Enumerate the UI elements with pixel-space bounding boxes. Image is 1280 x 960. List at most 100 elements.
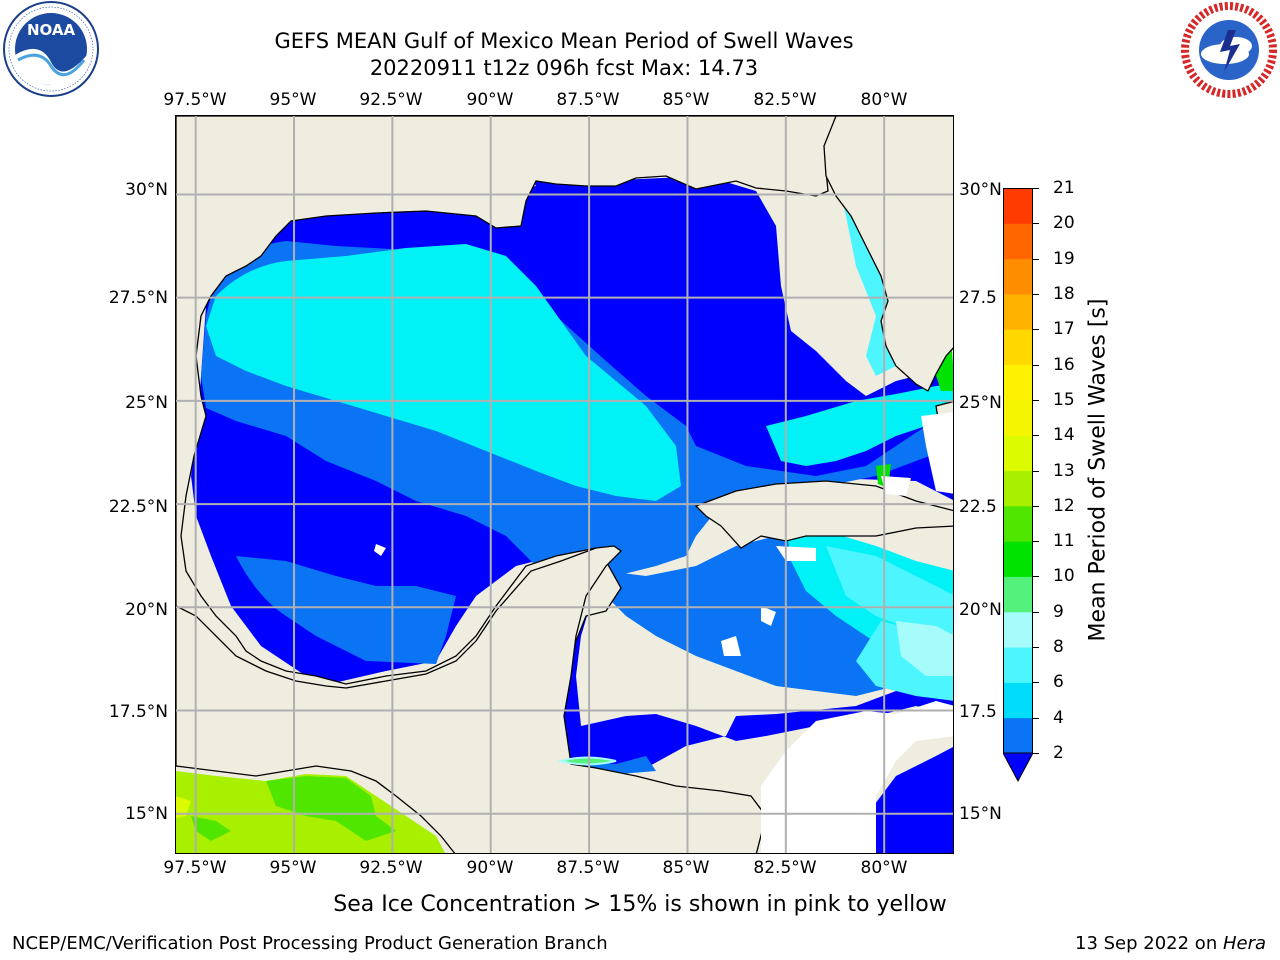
- lon-tick-bottom: 97.5°W: [163, 858, 227, 878]
- graticule: [176, 116, 953, 853]
- colorbar-tick-mark: [1033, 188, 1039, 189]
- lat-tick-right: 25°N: [959, 393, 1002, 413]
- colorbar-band: [1003, 399, 1033, 436]
- southwest-high-values: [176, 771, 445, 853]
- colorbar-tick-label: 11: [1053, 531, 1075, 552]
- lat-tick-right: 22.5: [959, 497, 997, 517]
- lat-tick-right: 15°N: [959, 804, 1002, 824]
- colorbar-tick-label: 14: [1053, 425, 1075, 446]
- colorbar-band: [1003, 576, 1033, 613]
- colorbar-tick-mark: [1033, 293, 1039, 295]
- lat-tick-left: 22.5°N: [108, 497, 168, 517]
- colorbar-under-triangle: [1003, 752, 1033, 783]
- lon-tick-top: 95°W: [269, 90, 317, 110]
- colorbar-band: [1003, 364, 1033, 401]
- lat-tick-left: 30°N: [125, 180, 168, 200]
- colorbar-tick-label: 18: [1053, 283, 1075, 304]
- colorbar: [1003, 188, 1033, 783]
- lon-tick-bottom: 95°W: [269, 858, 317, 878]
- colorbar-tick-label: 9: [1053, 601, 1064, 622]
- svg-text:NOAA: NOAA: [27, 21, 76, 39]
- colorbar-tick-label: 8: [1053, 637, 1064, 658]
- host-name: Hera: [1222, 933, 1266, 954]
- lon-tick-top: 80°W: [860, 90, 908, 110]
- colorbar-tick-mark: [1033, 717, 1039, 719]
- colorbar-band: [1003, 293, 1033, 330]
- lat-tick-left: 20°N: [125, 600, 168, 620]
- land: [176, 116, 953, 853]
- colorbar-band: [1003, 258, 1033, 295]
- lon-tick-bottom: 80°W: [860, 858, 908, 878]
- colorbar-tick-label: 15: [1053, 389, 1075, 410]
- nws-logo: [1181, 2, 1277, 98]
- lon-tick-top: 92.5°W: [359, 90, 423, 110]
- colorbar-tick-mark: [1033, 329, 1039, 331]
- colorbar-tick-mark: [1033, 223, 1039, 225]
- lon-tick-top: 90°W: [466, 90, 514, 110]
- lat-tick-left: 15°N: [125, 804, 168, 824]
- colorbar-band: [1003, 435, 1033, 471]
- colorbar-tick-label: 16: [1053, 354, 1075, 375]
- colorbar-tick-label: 6: [1053, 672, 1064, 693]
- lon-tick-top: 85°W: [662, 90, 710, 110]
- swell-period-field: [176, 116, 953, 853]
- colorbar-band: [1003, 647, 1033, 683]
- colorbar-tick-label: 19: [1053, 248, 1075, 269]
- colorbar-tick-mark: [1033, 611, 1039, 613]
- colorbar-tick-mark: [1033, 364, 1039, 366]
- colorbar-tick-mark: [1033, 576, 1039, 578]
- lon-tick-bottom: 85°W: [662, 858, 710, 878]
- lon-tick-bottom: 90°W: [466, 858, 514, 878]
- lon-tick-bottom: 82.5°W: [753, 858, 817, 878]
- colorbar-tick-label: 10: [1053, 566, 1075, 587]
- lon-tick-top: 87.5°W: [556, 90, 620, 110]
- colorbar-tick-mark: [1033, 399, 1039, 401]
- colorbar-band: [1003, 329, 1033, 366]
- colorbar-band: [1003, 223, 1033, 260]
- map-panel: [175, 115, 954, 854]
- colorbar-band: [1003, 188, 1033, 224]
- colorbar-tick-label: 4: [1053, 707, 1064, 728]
- lon-tick-bottom: 92.5°W: [359, 858, 423, 878]
- lat-tick-left: 17.5°N: [108, 702, 168, 722]
- colorbar-tick-mark: [1033, 435, 1039, 437]
- colorbar-tick-label: 12: [1053, 495, 1075, 516]
- lat-tick-right: 30°N: [959, 180, 1002, 200]
- colorbar-frame: [1003, 188, 1033, 754]
- colorbar-band: [1003, 682, 1033, 719]
- colorbar-band: [1003, 611, 1033, 648]
- run-date: 13 Sep 2022 on: [1075, 933, 1223, 954]
- lon-tick-top: 97.5°W: [163, 90, 227, 110]
- lon-tick-bottom: 87.5°W: [556, 858, 620, 878]
- colorbar-band: [1003, 470, 1033, 507]
- lon-tick-top: 82.5°W: [753, 90, 817, 110]
- credit-left: NCEP/EMC/Verification Post Processing Pr…: [12, 933, 608, 954]
- colorbar-tick-label: 17: [1053, 319, 1075, 340]
- colorbar-band: [1003, 505, 1033, 542]
- colorbar-band: [1003, 717, 1033, 754]
- colorbar-tick-mark: [1033, 753, 1039, 754]
- colorbar-bands: [1003, 188, 1033, 754]
- lat-tick-left: 25°N: [125, 393, 168, 413]
- colorbar-tick-mark: [1033, 647, 1039, 649]
- colorbar-tick-mark: [1033, 258, 1039, 260]
- colorbar-band: [1003, 541, 1033, 577]
- colorbar-tick-label: 20: [1053, 213, 1075, 234]
- colorbar-tick-mark: [1033, 541, 1039, 543]
- lat-tick-right: 17.5: [959, 702, 997, 722]
- lat-tick-left: 27.5°N: [108, 288, 168, 308]
- colorbar-tick-label: 2: [1053, 743, 1064, 763]
- colorbar-tick-mark: [1033, 682, 1039, 684]
- colorbar-tick-label: 13: [1053, 460, 1075, 481]
- colorbar-tick-label: 21: [1053, 178, 1075, 198]
- noaa-logo: NOAA: [3, 1, 99, 97]
- lat-tick-right: 20°N: [959, 600, 1002, 620]
- credit-right: 13 Sep 2022 on Hera: [1075, 933, 1266, 954]
- colorbar-label: Mean Period of Swell Waves [s]: [1085, 298, 1111, 642]
- chart-subtitle: 20220911 t12z 096h fcst Max: 14.73: [369, 56, 759, 80]
- colorbar-tick-mark: [1033, 470, 1039, 472]
- colorbar-tick-mark: [1033, 505, 1039, 507]
- chart-title: GEFS MEAN Gulf of Mexico Mean Period of …: [274, 29, 854, 53]
- lat-tick-right: 27.5: [959, 288, 997, 308]
- sea-ice-note: Sea Ice Concentration > 15% is shown in …: [333, 892, 947, 917]
